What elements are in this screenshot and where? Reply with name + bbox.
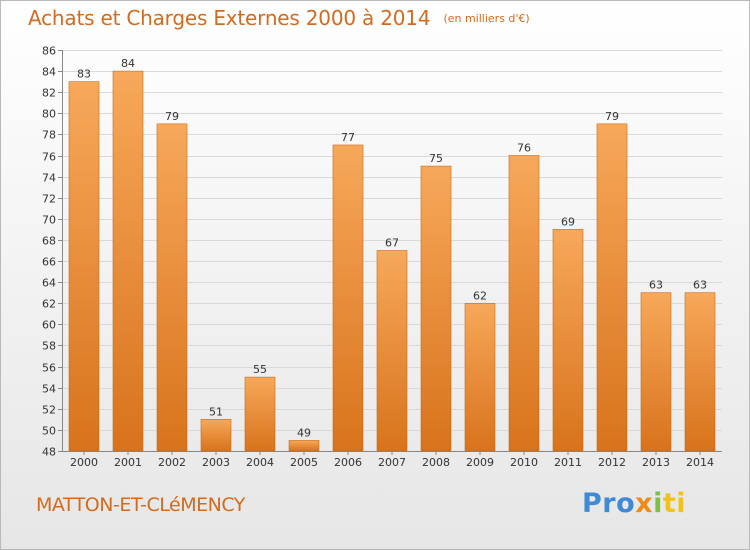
y-tick-label: 82 (42, 87, 56, 100)
bar (332, 144, 364, 452)
logo-part-1: Pro (582, 488, 636, 519)
x-tick-label: 2000 (70, 456, 98, 469)
x-tick-label: 2009 (466, 456, 494, 469)
axes (58, 50, 722, 455)
bar (112, 70, 144, 452)
bar-value-label: 49 (297, 426, 311, 439)
bar (288, 440, 320, 452)
bar-value-label: 76 (517, 142, 531, 155)
y-tick-label: 72 (42, 193, 56, 206)
x-tick-label: 2007 (378, 456, 406, 469)
bar-value-label: 69 (561, 215, 575, 228)
bar-value-label: 77 (341, 131, 355, 144)
bar-value-label: 79 (165, 110, 179, 123)
y-tick-label: 50 (42, 425, 56, 438)
chart-title-block: Achats et Charges Externes 2000 à 2014 (… (28, 6, 530, 30)
x-tick-labels: 2000 2001 2002 2003 2004 2005 2006 2007 2008 2009… (70, 456, 714, 469)
y-tick-label: 86 (42, 45, 56, 58)
bar (552, 229, 584, 452)
x-tick-label: 2011 (554, 456, 582, 469)
bar-value-label: 67 (385, 237, 399, 250)
y-tick-label: 62 (42, 298, 56, 311)
x-tick-label: 2012 (598, 456, 626, 469)
y-tick-labels: 48 50 52 54 56 58 60 62 64 66 68 70 72 74 76 78 80 82 84 86 (42, 45, 56, 459)
y-tick-label: 52 (42, 404, 56, 417)
x-tick-label: 2008 (422, 456, 450, 469)
bar-value-labels: 83 84 79 51 55 49 77 67 75 62 76 69 79 63 63 (77, 57, 707, 439)
chart-title: Achats et Charges Externes 2000 à 2014 (28, 6, 431, 30)
y-tick-label: 64 (42, 277, 56, 290)
x-tick-label: 2005 (290, 456, 318, 469)
bar (68, 81, 100, 452)
x-tick-label: 2013 (642, 456, 670, 469)
bar (464, 302, 496, 452)
bar (508, 155, 540, 452)
bar (244, 376, 276, 452)
y-tick-label: 70 (42, 214, 56, 227)
y-tick-label: 66 (42, 256, 56, 269)
bar-value-label: 63 (693, 279, 707, 292)
bars (68, 70, 716, 452)
y-tick-label: 84 (42, 66, 56, 79)
bar (156, 123, 188, 452)
bar (420, 165, 452, 452)
bar-value-label: 84 (121, 57, 135, 70)
commune-name: MATTON-ET-CLéMENCY (36, 494, 245, 516)
bar (376, 250, 408, 452)
bar-value-label: 63 (649, 279, 663, 292)
y-tick-label: 80 (42, 108, 56, 121)
y-tick-label: 78 (42, 129, 56, 142)
x-tick-label: 2006 (334, 456, 362, 469)
y-tick-label: 56 (42, 362, 56, 375)
logo-part-2: x (635, 488, 654, 519)
proxiti-logo: Proxiti (582, 488, 686, 519)
x-tick-label: 2014 (686, 456, 714, 469)
bar (200, 419, 232, 452)
bar-value-label: 51 (209, 405, 223, 418)
bar-value-label: 79 (605, 110, 619, 123)
bar-value-label: 62 (473, 289, 487, 302)
y-tick-label: 58 (42, 340, 56, 353)
bar-value-label: 83 (77, 68, 91, 81)
y-tick-label: 54 (42, 383, 56, 396)
bar (596, 123, 628, 452)
y-tick-label: 68 (42, 235, 56, 248)
x-tick-label: 2001 (114, 456, 142, 469)
bar-value-label: 75 (429, 152, 443, 165)
x-tick-label: 2002 (158, 456, 186, 469)
chart-subtitle: (en milliers d'€) (443, 12, 530, 25)
x-tick-label: 2010 (510, 456, 538, 469)
y-tick-label: 76 (42, 151, 56, 164)
bar (684, 292, 716, 452)
y-tick-label: 48 (42, 446, 56, 459)
logo-part-3: i (653, 488, 663, 519)
x-tick-label: 2003 (202, 456, 230, 469)
y-tick-label: 74 (42, 172, 56, 185)
logo-part-4: ti (662, 488, 687, 519)
bar (640, 292, 672, 452)
x-tick-label: 2004 (246, 456, 274, 469)
y-tick-label: 60 (42, 319, 56, 332)
bar-value-label: 55 (253, 363, 267, 376)
